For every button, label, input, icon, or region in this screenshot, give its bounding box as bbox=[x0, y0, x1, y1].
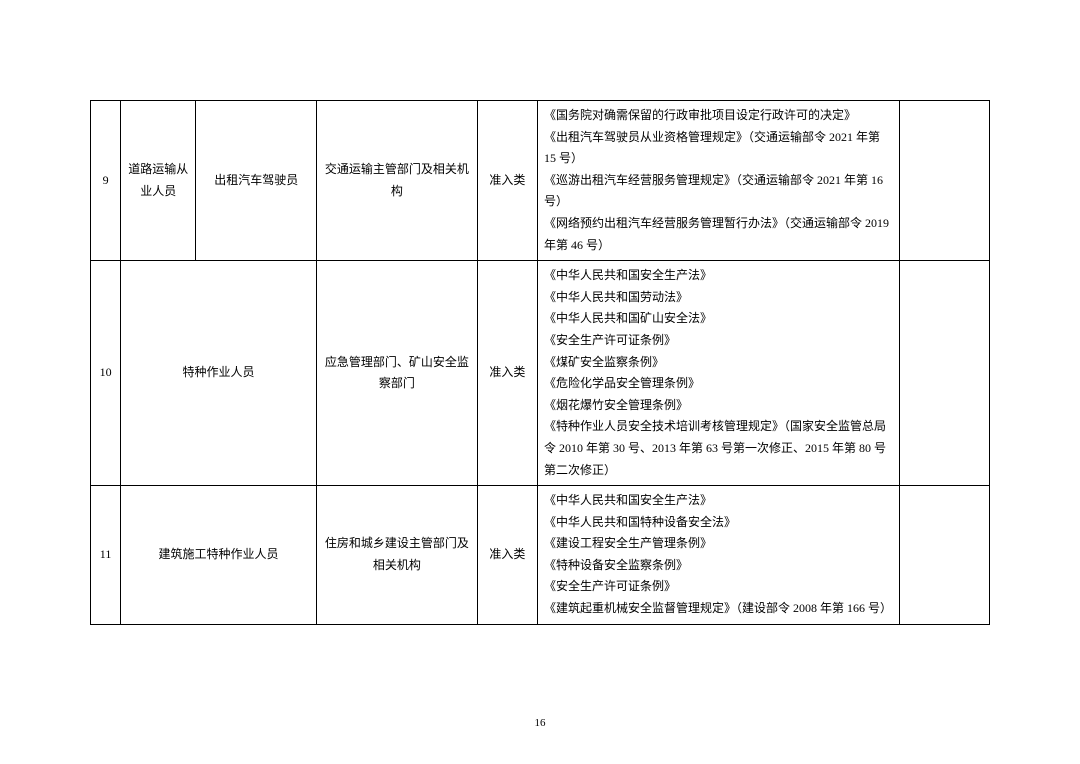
cell-subcategory: 出租汽车驾驶员 bbox=[196, 101, 317, 261]
cell-num: 11 bbox=[91, 486, 121, 625]
cell-num: 9 bbox=[91, 101, 121, 261]
cell-category: 道路运输从业人员 bbox=[121, 101, 196, 261]
table-row: 10 特种作业人员 应急管理部门、矿山安全监察部门 准入类 《中华人民共和国安全… bbox=[91, 261, 990, 486]
regulation-table: 9 道路运输从业人员 出租汽车驾驶员 交通运输主管部门及相关机构 准入类 《国务… bbox=[90, 100, 990, 625]
table-row: 11 建筑施工特种作业人员 住房和城乡建设主管部门及相关机构 准入类 《中华人民… bbox=[91, 486, 990, 625]
table-row: 9 道路运输从业人员 出租汽车驾驶员 交通运输主管部门及相关机构 准入类 《国务… bbox=[91, 101, 990, 261]
document-page: 9 道路运输从业人员 出租汽车驾驶员 交通运输主管部门及相关机构 准入类 《国务… bbox=[0, 0, 1080, 764]
table-body: 9 道路运输从业人员 出租汽车驾驶员 交通运输主管部门及相关机构 准入类 《国务… bbox=[91, 101, 990, 625]
cell-num: 10 bbox=[91, 261, 121, 486]
page-number: 16 bbox=[0, 717, 1080, 729]
cell-last bbox=[899, 261, 989, 486]
cell-last bbox=[899, 486, 989, 625]
cell-department: 住房和城乡建设主管部门及相关机构 bbox=[316, 486, 477, 625]
cell-category-merged: 建筑施工特种作业人员 bbox=[121, 486, 317, 625]
cell-type: 准入类 bbox=[477, 261, 537, 486]
cell-category-merged: 特种作业人员 bbox=[121, 261, 317, 486]
cell-basis: 《国务院对确需保留的行政审批项目设定行政许可的决定》《出租汽车驾驶员从业资格管理… bbox=[537, 101, 899, 261]
cell-basis: 《中华人民共和国安全生产法》《中华人民共和国特种设备安全法》《建设工程安全生产管… bbox=[537, 486, 899, 625]
cell-basis: 《中华人民共和国安全生产法》《中华人民共和国劳动法》《中华人民共和国矿山安全法》… bbox=[537, 261, 899, 486]
cell-department: 应急管理部门、矿山安全监察部门 bbox=[316, 261, 477, 486]
cell-last bbox=[899, 101, 989, 261]
cell-department: 交通运输主管部门及相关机构 bbox=[316, 101, 477, 261]
cell-type: 准入类 bbox=[477, 486, 537, 625]
cell-type: 准入类 bbox=[477, 101, 537, 261]
